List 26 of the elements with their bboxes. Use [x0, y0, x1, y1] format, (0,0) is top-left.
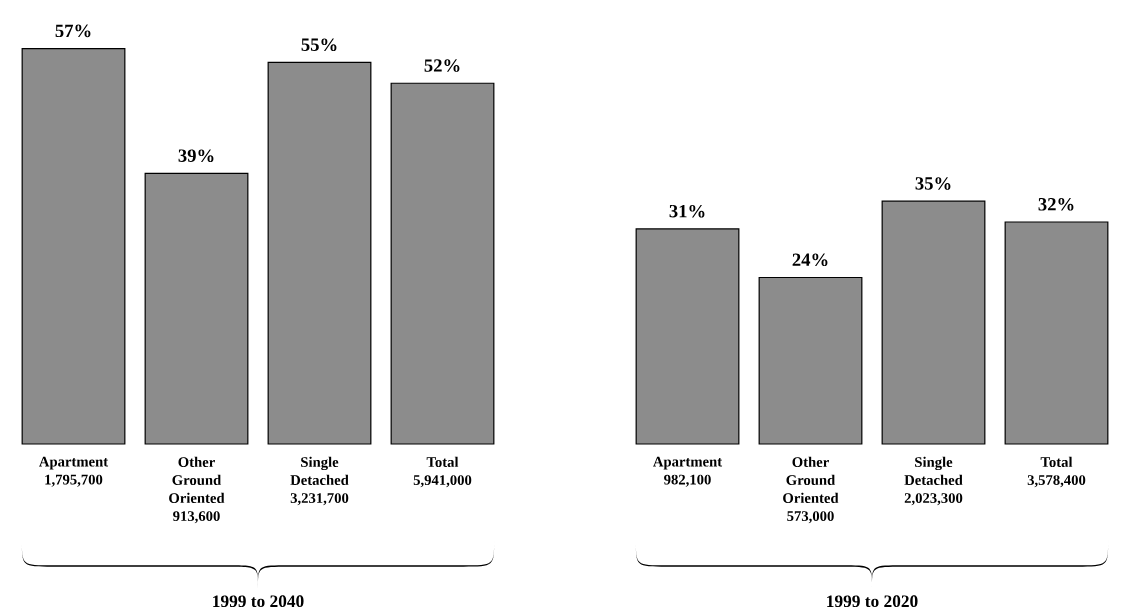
data-label: 57%	[55, 24, 91, 38]
data-label: 35%	[915, 177, 951, 190]
data-label: 39%	[178, 149, 214, 163]
data-label: 52%	[424, 59, 460, 72]
x-tick-label: Total 3,578,400	[1027, 456, 1086, 488]
x-tick-label: Apartment 982,100	[653, 456, 723, 487]
bar	[21, 47, 126, 445]
bar	[1004, 221, 1109, 445]
x-tick-label: Apartment 1,795,700	[39, 456, 109, 487]
bar	[144, 172, 249, 445]
bar	[267, 61, 372, 445]
x-tick-label: Total 5,941,000	[413, 456, 472, 488]
data-label: 31%	[669, 204, 705, 218]
bar	[881, 200, 986, 445]
text: 1999 to 2040	[213, 595, 304, 608]
data-label: 24%	[792, 253, 828, 267]
bar	[635, 228, 740, 445]
bar	[758, 276, 863, 445]
data-label: 32%	[1038, 197, 1074, 211]
x-tick-label: Single Detached 2,023,300	[904, 456, 963, 506]
bar	[390, 82, 495, 445]
text: 1999 to 2020	[827, 595, 918, 608]
x-tick-label: Other Ground Oriented 913,600	[169, 456, 225, 524]
x-tick-label: Other Ground Oriented 573,000	[783, 456, 839, 524]
x-tick-label: Single Detached 3,231,700	[290, 456, 349, 506]
data-label: 55%	[301, 38, 337, 52]
